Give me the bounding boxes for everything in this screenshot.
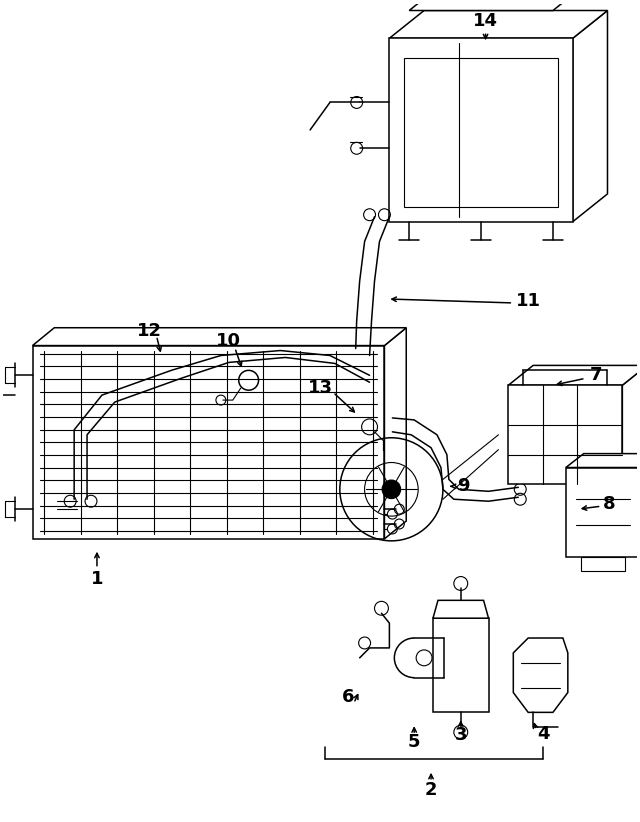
Text: 14: 14 [473, 12, 498, 30]
Text: 7: 7 [589, 367, 602, 385]
Polygon shape [33, 345, 385, 539]
Polygon shape [385, 328, 406, 539]
Polygon shape [573, 11, 607, 222]
Circle shape [382, 480, 401, 499]
Polygon shape [33, 328, 406, 345]
Polygon shape [433, 600, 488, 618]
Polygon shape [508, 386, 622, 484]
Text: 5: 5 [408, 733, 420, 751]
Text: 6: 6 [342, 689, 354, 706]
Polygon shape [409, 0, 570, 11]
Text: 4: 4 [537, 725, 549, 743]
Polygon shape [566, 454, 640, 468]
Text: 1: 1 [91, 570, 103, 588]
Polygon shape [566, 468, 640, 556]
Polygon shape [389, 39, 573, 222]
Text: 9: 9 [458, 478, 470, 496]
Text: 12: 12 [137, 321, 162, 339]
Polygon shape [508, 366, 640, 386]
Bar [580, 556, 625, 570]
Text: 2: 2 [425, 781, 437, 799]
Polygon shape [513, 638, 568, 713]
Text: 13: 13 [307, 379, 333, 397]
Text: 8: 8 [603, 495, 616, 513]
Text: 11: 11 [516, 292, 541, 310]
Bar [404, 58, 558, 207]
Polygon shape [622, 366, 640, 484]
Bar [433, 618, 488, 713]
Polygon shape [389, 11, 607, 39]
Text: 10: 10 [216, 331, 241, 349]
Text: 3: 3 [454, 726, 467, 744]
